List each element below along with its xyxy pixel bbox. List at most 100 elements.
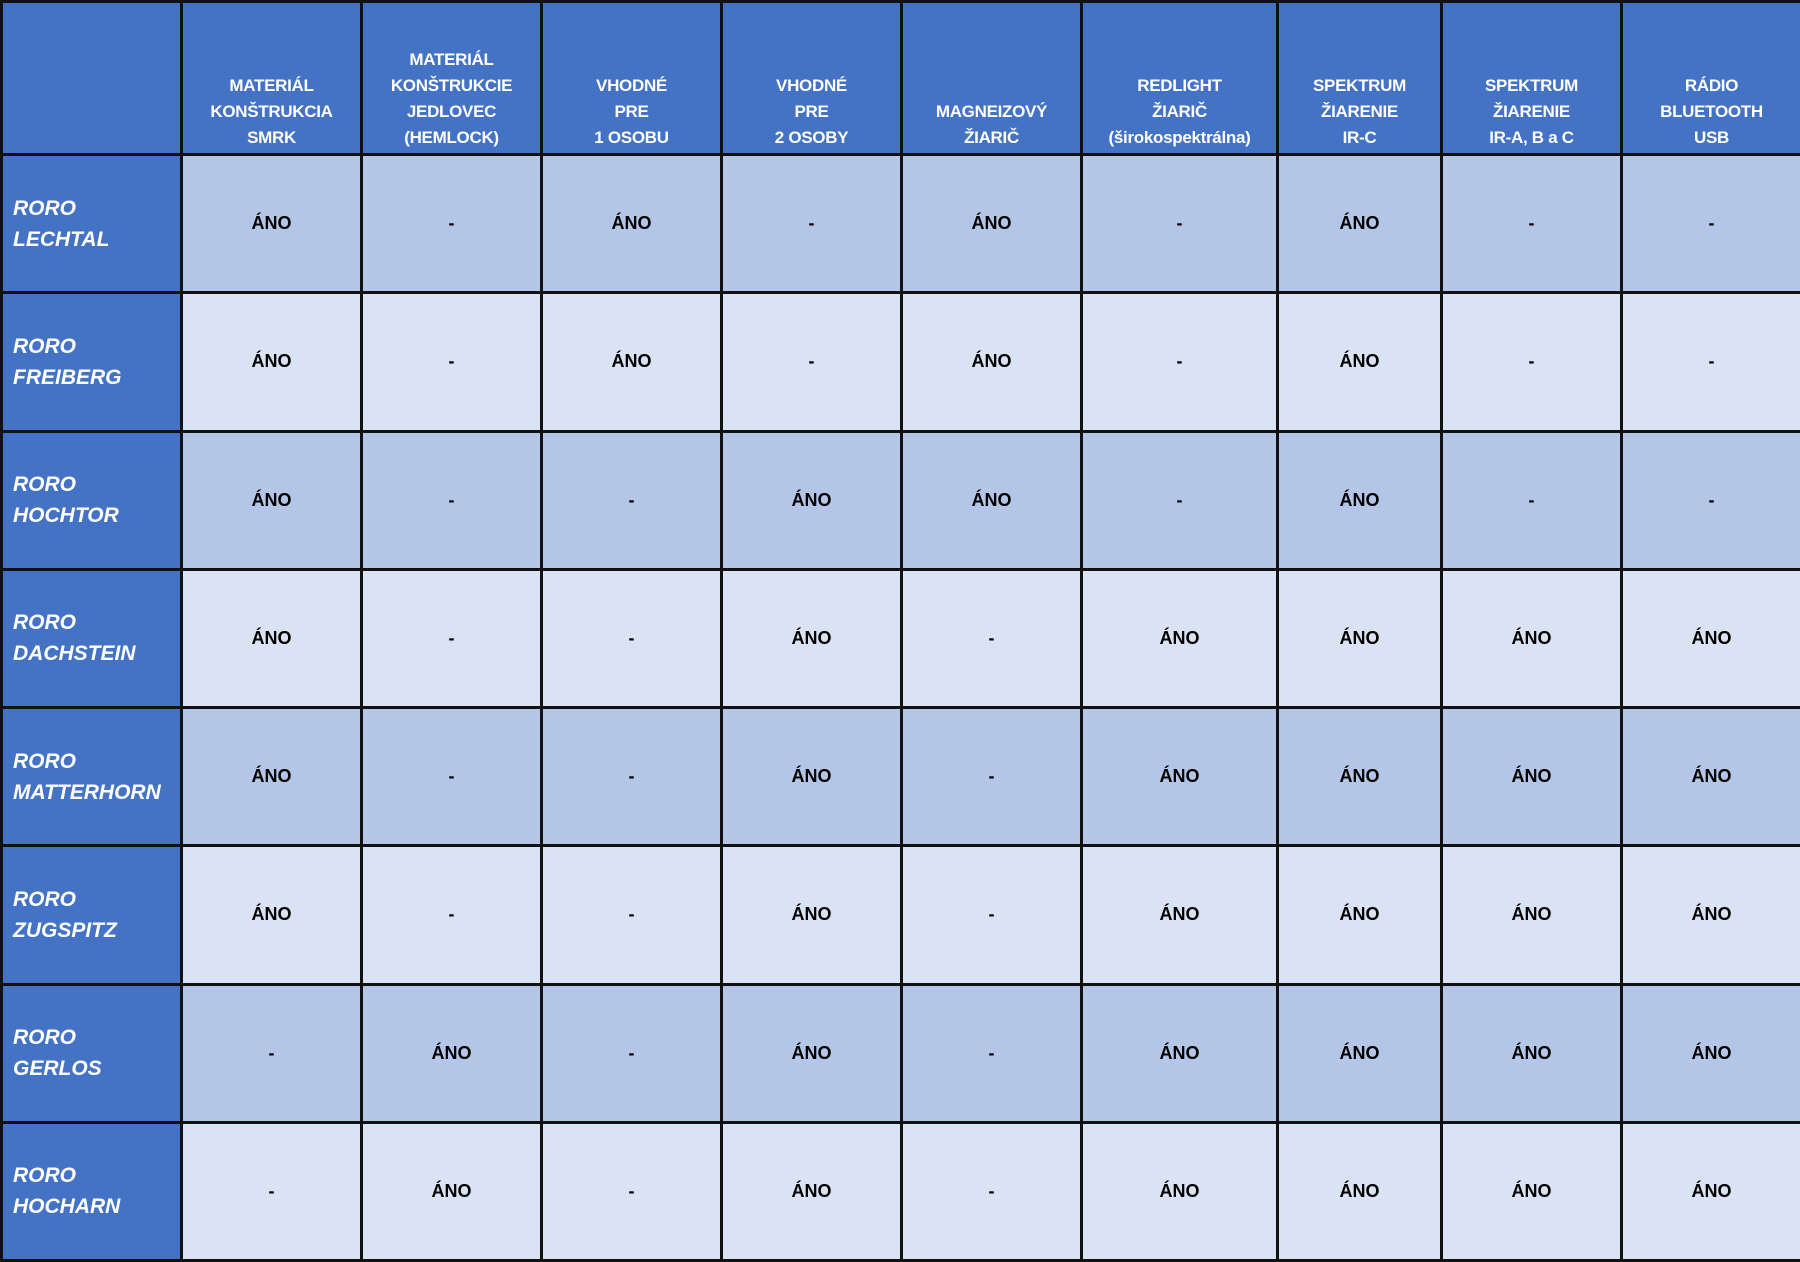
table-cell: ÁNO: [1276, 567, 1443, 710]
table-cell: -: [900, 705, 1083, 848]
table-cell: ÁNO: [1620, 567, 1800, 710]
row-header-line: LECHTAL: [13, 227, 110, 251]
column-header-line: (širokospektrálna): [1108, 128, 1251, 147]
row-header: RORO MATTERHORN: [0, 705, 183, 848]
table-cell: -: [180, 1120, 363, 1262]
row-header-line: RORO: [13, 196, 76, 220]
table-cell: ÁNO: [1080, 705, 1279, 848]
row-header: RORO DACHSTEIN: [0, 567, 183, 710]
table-cell: -: [900, 1120, 1083, 1262]
column-header: VHODNÉ PRE 1 OSOBU: [540, 0, 723, 156]
table-row: RORO HOCHTOR ÁNO - - ÁNO ÁNO - ÁNO - -: [0, 429, 1800, 571]
row-header-line: RORO: [13, 611, 76, 635]
table-cell: -: [720, 291, 903, 433]
table-cell: ÁNO: [1620, 705, 1800, 848]
table-cell: ÁNO: [1080, 567, 1279, 710]
table-cell: ÁNO: [720, 705, 903, 848]
column-header-line: MATERIÁL: [409, 50, 494, 69]
table-cell: ÁNO: [1080, 844, 1279, 986]
table-cell: -: [360, 152, 543, 295]
table-cell: ÁNO: [900, 291, 1083, 433]
table-cell: ÁNO: [1080, 982, 1279, 1124]
column-header: SPEKTRUM ŽIARENIE IR-C: [1276, 0, 1443, 156]
row-header: RORO LECHTAL: [0, 152, 183, 295]
table-cell: -: [360, 291, 543, 433]
row-header: RORO ZUGSPITZ: [0, 844, 183, 986]
column-header-line: 1 OSOBU: [594, 128, 669, 147]
table-cell: -: [540, 844, 723, 986]
column-header-line: MAGNEIZOVÝ: [935, 102, 1048, 121]
column-header-line: IR-C: [1342, 128, 1377, 147]
column-header-line: VHODNÉ: [776, 76, 847, 95]
table-cell: -: [1080, 152, 1279, 295]
table-cell: ÁNO: [1440, 844, 1623, 986]
row-header-line: HOCHTOR: [13, 504, 119, 528]
row-header-line: RORO: [13, 473, 76, 497]
table-cell: ÁNO: [360, 1120, 543, 1262]
row-header-line: RORO: [13, 887, 76, 911]
column-header-line: ŽIARENIE: [1321, 102, 1398, 121]
column-header-line: 2 OSOBY: [774, 128, 849, 147]
table-cell: ÁNO: [720, 982, 903, 1124]
column-header-line: REDLIGHT: [1137, 76, 1222, 95]
row-header: RORO GERLOS: [0, 982, 183, 1124]
table-cell: -: [360, 844, 543, 986]
table-cell: ÁNO: [1276, 291, 1443, 433]
table-cell: -: [1620, 291, 1800, 433]
table-cell: -: [1440, 152, 1623, 295]
column-header: MATERIÁL KONŠTRUKCIE JEDLOVEC (HEMLOCK): [360, 0, 543, 156]
table-cell: -: [180, 982, 363, 1124]
table-cell: -: [1620, 429, 1800, 571]
table-cell: ÁNO: [1276, 152, 1443, 295]
column-header: RÁDIO BLUETOOTH USB: [1620, 0, 1800, 156]
table-cell: ÁNO: [180, 567, 363, 710]
table-cell: ÁNO: [720, 567, 903, 710]
table-cell: ÁNO: [1620, 1120, 1800, 1262]
table-cell: -: [540, 705, 723, 848]
column-header-line: ŽIARIČ: [1152, 102, 1207, 121]
column-header: MAGNEIZOVÝ ŽIARIČ: [900, 0, 1083, 156]
table-cell: -: [900, 982, 1083, 1124]
column-header-line: VHODNÉ: [596, 76, 667, 95]
column-header: REDLIGHT ŽIARIČ (širokospektrálna): [1080, 0, 1279, 156]
column-header-line: RÁDIO: [1684, 76, 1739, 95]
table-cell: ÁNO: [1440, 567, 1623, 710]
column-header-line: SPEKTRUM: [1485, 76, 1578, 95]
table-cell: ÁNO: [900, 429, 1083, 571]
table-cell: ÁNO: [540, 152, 723, 295]
table-cell: -: [360, 567, 543, 710]
column-header-line: (HEMLOCK): [404, 128, 499, 147]
table-cell: -: [1440, 429, 1623, 571]
table-cell: ÁNO: [180, 429, 363, 571]
column-header-line: JEDLOVEC: [406, 102, 497, 121]
table-cell: ÁNO: [180, 291, 363, 433]
row-header-line: FREIBERG: [13, 365, 122, 389]
table-cell: ÁNO: [360, 982, 543, 1124]
column-header: SPEKTRUM ŽIARENIE IR-A, B a C: [1440, 0, 1623, 156]
table-cell: -: [360, 429, 543, 571]
row-header-line: MATTERHORN: [13, 780, 161, 804]
column-header-line: ŽIARIČ: [964, 128, 1019, 147]
table-cell: -: [360, 705, 543, 848]
table-row: RORO DACHSTEIN ÁNO - - ÁNO - ÁNO ÁNO ÁNO ÁNO: [0, 567, 1800, 710]
table-cell: -: [1440, 291, 1623, 433]
table-cell: ÁNO: [1276, 844, 1443, 986]
column-header-line: USB: [1694, 128, 1729, 147]
corner-cell: [0, 0, 183, 156]
table-cell: ÁNO: [900, 152, 1083, 295]
table-cell: ÁNO: [1620, 982, 1800, 1124]
column-header-line: KONŠTRUKCIA: [210, 102, 333, 121]
table-cell: ÁNO: [180, 705, 363, 848]
table-cell: -: [540, 1120, 723, 1262]
table-cell: ÁNO: [1620, 844, 1800, 986]
table-cell: -: [1620, 152, 1800, 295]
column-header: MATERIÁL KONŠTRUKCIA SMRK: [180, 0, 363, 156]
column-header-line: BLUETOOTH: [1660, 102, 1763, 121]
column-header-line: ŽIARENIE: [1493, 102, 1570, 121]
table-cell: -: [900, 567, 1083, 710]
table-cell: ÁNO: [180, 152, 363, 295]
table-row: RORO GERLOS - ÁNO - ÁNO - ÁNO ÁNO ÁNO ÁNO: [0, 982, 1800, 1124]
table-cell: ÁNO: [1276, 1120, 1443, 1262]
row-header-line: RORO: [13, 334, 76, 358]
row-header-line: RORO: [13, 1164, 76, 1188]
